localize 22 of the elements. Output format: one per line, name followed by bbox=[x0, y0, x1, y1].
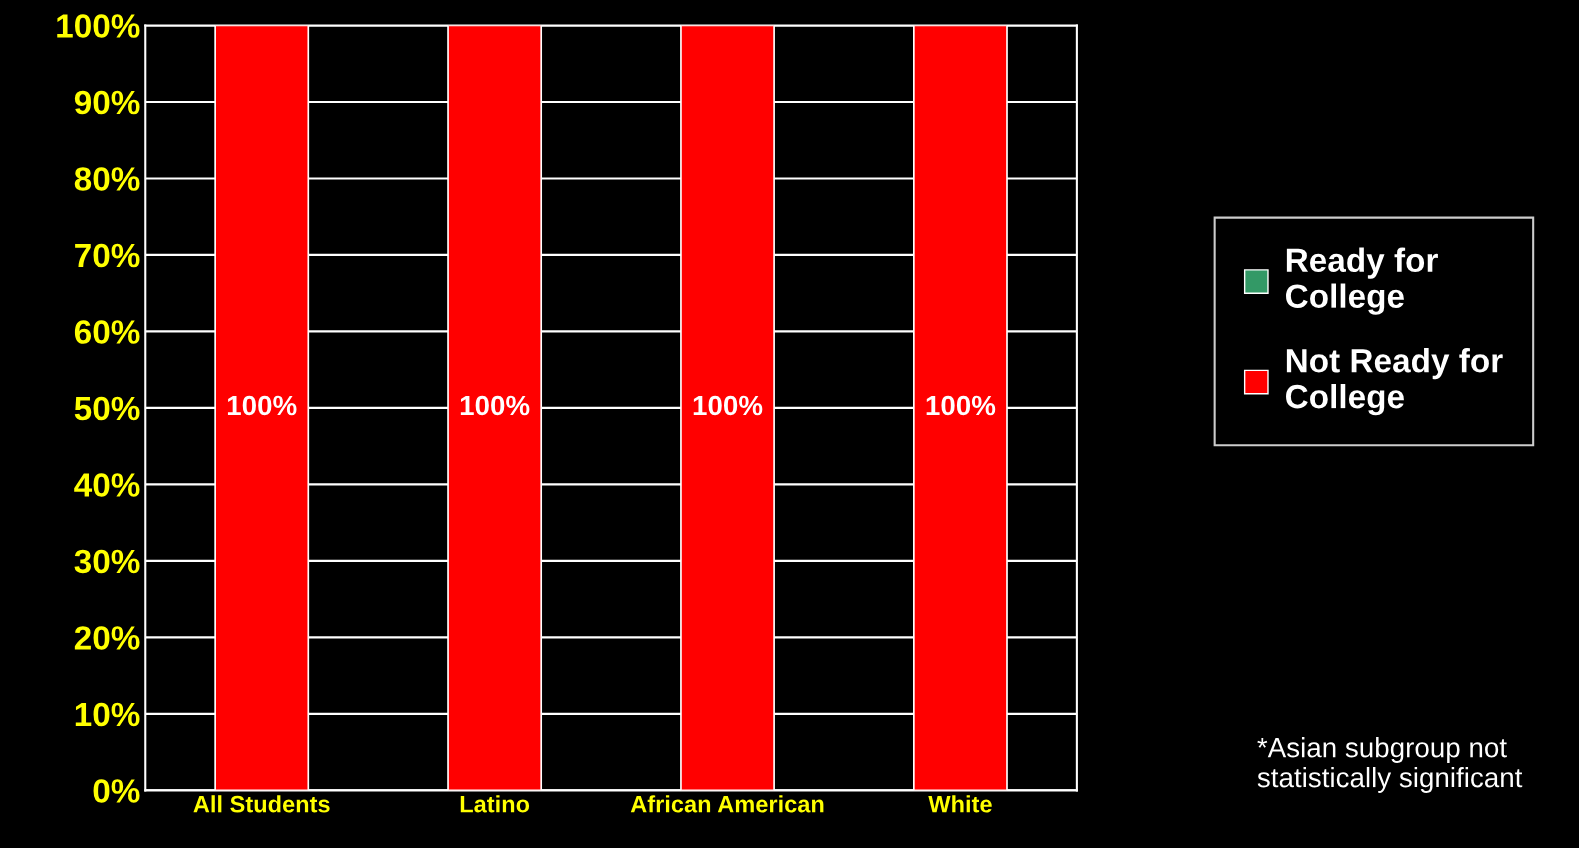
y-tick-label: 30% bbox=[74, 549, 140, 574]
y-tick-label: 80% bbox=[74, 167, 140, 191]
data-label: 100% bbox=[926, 395, 996, 416]
data-label: 100% bbox=[460, 395, 530, 416]
y-tick-label: 40% bbox=[74, 473, 140, 497]
y-tick-label: 90% bbox=[74, 90, 140, 115]
data-label: 100% bbox=[227, 395, 297, 416]
x-tick-label: All Students bbox=[193, 795, 330, 813]
y-tick-label: 20% bbox=[74, 626, 140, 650]
x-tick-label: Latino bbox=[460, 795, 530, 813]
legend-label: Not Ready for College bbox=[1286, 348, 1503, 416]
x-tick-label: African American bbox=[630, 795, 824, 813]
legend-label: Ready for College bbox=[1286, 247, 1438, 315]
y-tick-label: 50% bbox=[74, 396, 140, 421]
text: *Asian subgroup not statistically significant bbox=[1257, 737, 1523, 793]
y-tick-label: 0% bbox=[93, 779, 140, 803]
x-tick-label: White bbox=[928, 795, 992, 813]
data-label: 100% bbox=[693, 395, 763, 416]
y-tick-label: 10% bbox=[75, 702, 140, 727]
y-tick-label: 100% bbox=[57, 14, 140, 38]
y-tick-label: 70% bbox=[75, 243, 140, 268]
y-tick-label: 60% bbox=[74, 320, 140, 344]
